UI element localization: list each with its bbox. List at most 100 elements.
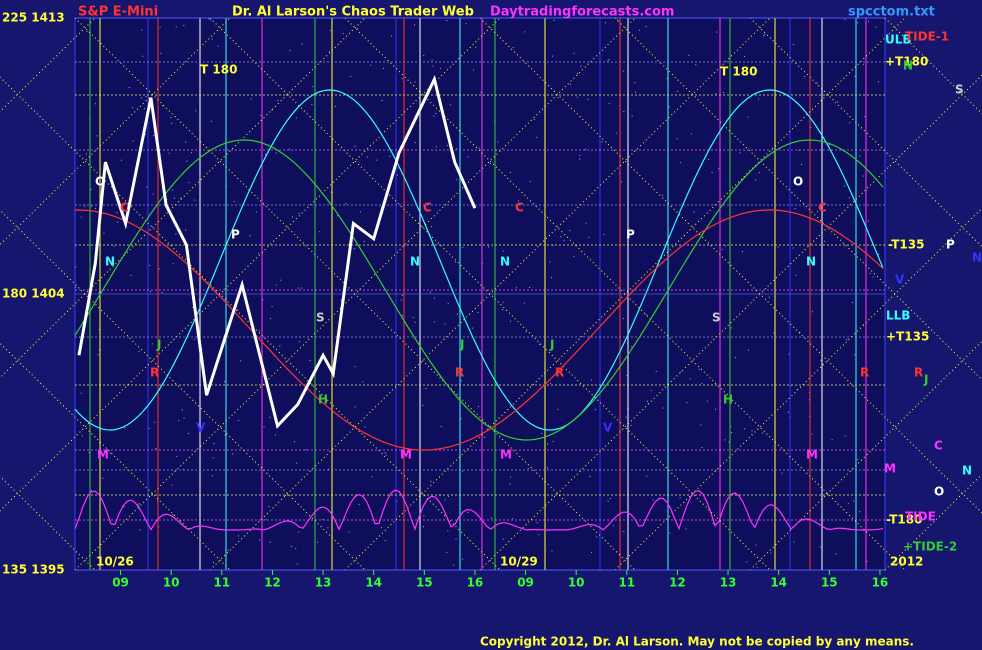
annotation: -T180 <box>886 513 922 527</box>
star <box>363 240 365 242</box>
star <box>154 421 156 423</box>
star <box>124 427 126 429</box>
star <box>480 91 482 93</box>
star <box>425 388 427 390</box>
star <box>237 535 239 537</box>
star <box>84 205 86 207</box>
star <box>159 26 161 28</box>
star <box>502 538 504 540</box>
star <box>85 153 87 155</box>
x-tick-label: 10 <box>568 576 585 590</box>
star <box>298 212 300 214</box>
star <box>130 274 132 276</box>
star <box>676 138 678 140</box>
annotation: P <box>626 228 635 242</box>
star <box>381 100 383 102</box>
star <box>162 105 164 107</box>
star <box>279 345 281 347</box>
star <box>397 167 399 169</box>
annotation: N <box>806 255 816 269</box>
star <box>795 274 797 276</box>
star <box>423 515 425 517</box>
star <box>330 191 332 193</box>
star <box>384 452 386 454</box>
star <box>414 142 416 144</box>
star <box>366 156 368 158</box>
star <box>86 30 88 32</box>
star <box>150 291 152 293</box>
star <box>816 82 818 84</box>
star <box>293 441 295 443</box>
star <box>502 309 504 311</box>
star <box>601 141 603 143</box>
star <box>402 314 404 316</box>
star <box>728 441 730 443</box>
star <box>862 63 864 65</box>
annotation: N <box>962 464 972 478</box>
star <box>381 527 382 529</box>
star <box>237 309 239 311</box>
star <box>539 343 541 345</box>
star <box>414 321 416 323</box>
x-tick-label: 14 <box>365 576 382 590</box>
annotation: 2012 <box>890 555 923 569</box>
flux-curve <box>74 209 884 451</box>
star <box>260 114 262 116</box>
star <box>716 31 718 33</box>
star <box>400 299 402 301</box>
star <box>472 69 474 71</box>
copyright: Copyright 2012, Dr. Al Larson. May not b… <box>480 635 914 649</box>
star <box>81 435 83 437</box>
star <box>364 426 366 428</box>
star <box>573 52 575 54</box>
star <box>224 434 226 436</box>
star <box>844 19 846 21</box>
annotation: S <box>712 311 721 325</box>
star <box>213 443 215 445</box>
star <box>763 35 765 37</box>
star <box>516 564 518 566</box>
day-label: 10/26 <box>96 555 134 569</box>
star <box>706 400 708 402</box>
star <box>831 439 833 441</box>
annotation: N <box>410 255 420 269</box>
star <box>877 81 879 83</box>
star <box>309 359 311 361</box>
star <box>828 144 830 146</box>
star <box>533 119 535 121</box>
star <box>212 457 214 459</box>
star <box>433 321 435 323</box>
star <box>210 19 212 21</box>
star <box>250 98 252 100</box>
star <box>345 203 347 205</box>
star <box>652 499 654 501</box>
star <box>337 215 339 217</box>
annotation: +TIDE-2 <box>903 540 957 554</box>
star <box>747 116 749 118</box>
star <box>249 235 251 237</box>
star <box>607 500 609 502</box>
x-tick-label: 10 <box>163 576 180 590</box>
star <box>594 409 596 411</box>
star <box>764 33 766 35</box>
star <box>631 346 633 348</box>
annotation: H <box>723 393 733 407</box>
star <box>342 33 344 35</box>
star <box>186 160 188 162</box>
star <box>192 306 194 308</box>
annotation: LLB <box>886 309 910 323</box>
star <box>715 93 717 95</box>
x-tick-label: 16 <box>872 576 889 590</box>
star <box>560 236 562 238</box>
star <box>449 104 451 106</box>
star <box>529 181 531 183</box>
x-tick-label: 13 <box>315 576 332 590</box>
star <box>98 329 100 331</box>
star <box>662 194 664 196</box>
star <box>446 551 448 553</box>
star <box>502 301 504 303</box>
star <box>617 19 619 21</box>
star <box>819 546 821 548</box>
star <box>414 24 416 26</box>
star <box>382 67 384 69</box>
